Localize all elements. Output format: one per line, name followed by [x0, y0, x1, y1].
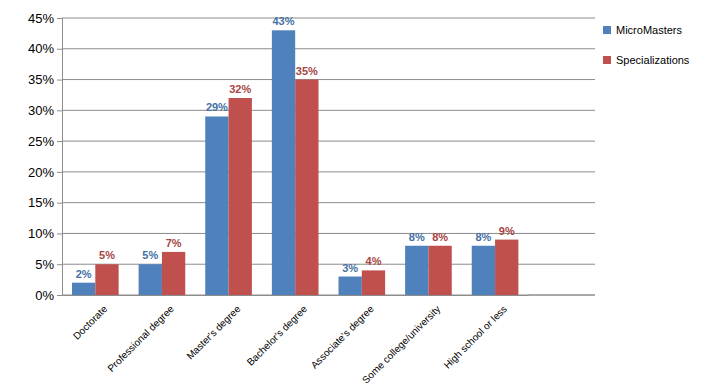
y-tick-label: 30% — [28, 103, 54, 118]
x-tick-label: Some college/university — [360, 303, 442, 385]
x-tick: Doctorate — [71, 303, 110, 342]
legend-label: Specializations — [616, 54, 690, 66]
y-tick-mark — [57, 264, 62, 265]
legend-swatch — [603, 56, 611, 64]
data-label: 32% — [229, 83, 251, 95]
bar-series — [72, 30, 495, 295]
y-tick: 20% — [28, 165, 62, 180]
y-tick-mark — [57, 203, 62, 204]
y-tick-label: 15% — [28, 195, 54, 210]
x-tick: Some college/university — [360, 303, 442, 385]
data-label: 5% — [99, 249, 115, 261]
y-tick-label: 5% — [35, 257, 54, 272]
x-axis-line — [528, 295, 595, 296]
bar — [72, 283, 95, 295]
y-tick-label: 40% — [28, 41, 54, 56]
x-tick-label: Associate's degree — [309, 303, 377, 371]
y-tick-mark — [57, 49, 62, 50]
data-label: 7% — [166, 237, 182, 249]
y-tick-label: 10% — [28, 226, 54, 241]
data-label: 5% — [142, 249, 158, 261]
y-tick-label: 35% — [28, 72, 54, 87]
y-axis: 0% 5% 10% 15% 20% 25% 30% 35% 40% 45% — [28, 11, 63, 303]
x-tick: Associate's degree — [309, 303, 377, 371]
y-tick: 5% — [35, 257, 62, 272]
grid-line — [62, 233, 595, 234]
bar — [95, 264, 118, 295]
data-label: 29% — [206, 101, 228, 113]
data-label: 2% — [76, 268, 92, 280]
legend-label: MicroMasters — [616, 24, 683, 36]
bars — [72, 30, 518, 295]
grid-line — [62, 141, 595, 142]
legend-item: MicroMasters — [603, 24, 683, 36]
x-tick: Professional degree — [105, 303, 176, 374]
grid-line — [62, 48, 595, 49]
x-tick-label: High school or less — [442, 303, 510, 371]
y-tick: 10% — [28, 226, 62, 241]
x-tick-label: Master's degree — [184, 303, 243, 362]
legend-item: Specializations — [603, 54, 690, 66]
y-axis-line — [57, 19, 63, 296]
grid-line — [62, 202, 595, 203]
bar — [362, 270, 385, 295]
grid-line — [62, 171, 595, 172]
data-label: 4% — [366, 255, 382, 267]
x-tick-label: Bachelor's degree — [245, 303, 310, 368]
y-tick: 35% — [28, 72, 62, 87]
y-tick: 15% — [28, 195, 62, 210]
y-tick-mark — [57, 141, 62, 142]
y-tick: 45% — [28, 11, 62, 26]
y-tick: 40% — [28, 41, 62, 56]
y-tick-mark — [57, 233, 62, 234]
bar — [139, 264, 162, 295]
x-tick: High school or less — [442, 303, 510, 371]
bar — [272, 30, 295, 295]
x-axis: DoctorateProfessional degreeMaster's deg… — [63, 296, 529, 386]
bar — [229, 98, 252, 295]
y-tick: 30% — [28, 103, 62, 118]
y-tick-label: 20% — [28, 165, 54, 180]
data-labels: 2% 5% 29% 43% 3% 8% 8% 5% 7% 32% 35% 4% 8% 9% — [76, 15, 515, 279]
x-tick: Bachelor's degree — [245, 303, 310, 368]
y-tick-mark — [57, 172, 62, 173]
grid-line — [62, 79, 595, 80]
grid — [62, 18, 595, 295]
bar — [338, 277, 361, 295]
bar — [205, 116, 228, 295]
bar — [495, 240, 518, 295]
y-tick: 0% — [35, 288, 62, 303]
y-tick-label: 0% — [35, 288, 54, 303]
legend: MicroMasters Specializations — [603, 24, 690, 66]
y-tick-label: 45% — [28, 11, 54, 26]
y-tick-label: 25% — [28, 134, 54, 149]
y-tick: 25% — [28, 134, 62, 149]
bar — [472, 246, 495, 295]
grid-line — [62, 110, 595, 111]
bar-series — [95, 80, 518, 295]
data-label: 3% — [342, 262, 358, 274]
data-label: 8% — [475, 231, 491, 243]
data-label: 43% — [273, 15, 295, 27]
x-tick-label: Doctorate — [71, 303, 110, 342]
y-tick-mark — [57, 110, 62, 111]
x-tick-label: Professional degree — [105, 303, 176, 374]
bar — [405, 246, 428, 295]
y-tick-mark — [57, 295, 62, 296]
x-tick: Master's degree — [184, 303, 243, 362]
data-label: 35% — [296, 65, 318, 77]
data-label: 8% — [432, 231, 448, 243]
y-tick-mark — [57, 18, 62, 19]
data-label: 8% — [409, 231, 425, 243]
data-label: 9% — [499, 225, 515, 237]
legend-swatch — [603, 26, 611, 34]
chart: 0% 5% 10% 15% 20% 25% 30% 35% 40% 45% DoctoratePro… — [0, 0, 706, 392]
bar — [162, 252, 185, 295]
x-axis-line — [63, 295, 529, 296]
bar — [295, 80, 318, 295]
y-tick-mark — [57, 80, 62, 81]
bar — [428, 246, 451, 295]
grid-line — [62, 18, 595, 19]
